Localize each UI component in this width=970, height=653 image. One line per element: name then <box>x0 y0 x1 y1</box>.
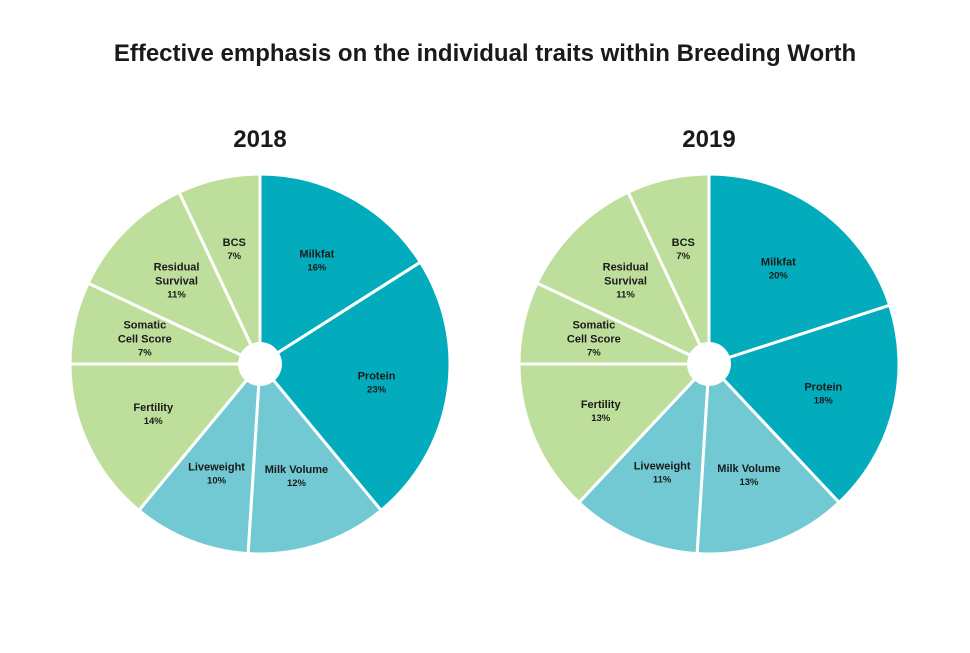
slice-label-fertility: Fertility <box>581 399 622 411</box>
slice-value-liveweight: 10% <box>207 476 227 487</box>
slice-value-residual-survival: 11% <box>616 290 635 301</box>
slice-value-protein: 23% <box>367 384 387 395</box>
pie-slice-milkfat <box>707 172 892 366</box>
pie-slice-protein <box>258 260 452 512</box>
slice-label-residual-survival: Residual Survival <box>603 262 649 288</box>
slice-label-milkfat: Milkfat <box>299 249 334 261</box>
pie-slice-liveweight <box>577 362 711 556</box>
slice-value-milk-volume: 12% <box>287 478 307 489</box>
pie-slice-milk-volume <box>695 362 841 556</box>
slice-label-milk-volume: Milk Volume <box>265 464 328 476</box>
slice-value-fertility: 14% <box>144 416 164 427</box>
pie-slice-fertility <box>68 362 262 512</box>
pie-chart-title: 2018 <box>233 126 286 153</box>
slice-label-somatic-cell-score: Somatic Cell Score <box>567 319 621 345</box>
pie-slice-residual-survival <box>535 190 711 366</box>
pie-slice-bcs <box>177 172 262 366</box>
slice-value-residual-survival: 11% <box>167 290 186 301</box>
slice-value-protein: 18% <box>814 395 834 406</box>
slice-label-somatic-cell-score: Somatic Cell Score <box>118 319 172 345</box>
pie-chart-2018: 2018 Milkfat 16% Protein 23% Milk Volume 12% L… <box>40 110 480 575</box>
slice-label-liveweight: Liveweight <box>634 460 691 472</box>
slice-label-residual-survival: Residual Survival <box>154 262 200 288</box>
pie-slice-milk-volume <box>246 362 383 556</box>
slice-label-protein: Protein <box>804 381 842 393</box>
slice-value-somatic-cell-score: 7% <box>138 347 152 358</box>
pie-slice-liveweight <box>137 362 262 556</box>
slice-value-milkfat: 16% <box>307 263 327 274</box>
slice-label-milk-volume: Milk Volume <box>717 463 780 475</box>
slice-label-liveweight: Liveweight <box>188 462 245 474</box>
slice-label-milkfat: Milkfat <box>761 257 796 269</box>
pie-chart-2019-svg: 2019 Milkfat 20% Protein 18% Milk Volume 13% L… <box>517 126 901 556</box>
pie-chart-2019: 2019 Milkfat 20% Protein 18% Milk Volume 13% L… <box>489 110 929 575</box>
chart-main-title: Effective emphasis on the individual tra… <box>113 40 857 67</box>
slice-value-milk-volume: 13% <box>739 477 759 488</box>
slice-value-liveweight: 11% <box>653 474 672 485</box>
slice-label-bcs: BCS <box>672 237 695 249</box>
slice-value-bcs: 7% <box>676 251 690 262</box>
pie-center-hole <box>238 342 282 386</box>
slice-label-fertility: Fertility <box>133 402 174 414</box>
pie-slice-protein <box>707 303 901 505</box>
pie-chart-title: 2019 <box>682 126 735 153</box>
pie-chart-2018-svg: 2018 Milkfat 16% Protein 23% Milk Volume 12% L… <box>68 126 452 556</box>
slice-label-protein: Protein <box>358 370 396 382</box>
pie-slice-residual-survival <box>86 190 262 366</box>
pie-center-hole <box>687 342 731 386</box>
pie-slice-bcs <box>626 172 711 366</box>
slice-label-bcs: BCS <box>223 237 246 249</box>
slice-value-fertility: 13% <box>591 413 611 424</box>
pie-slice-milkfat <box>258 172 422 366</box>
pie-slice-fertility <box>517 362 711 505</box>
slice-value-milkfat: 20% <box>769 271 789 282</box>
slice-value-somatic-cell-score: 7% <box>587 347 601 358</box>
slice-value-bcs: 7% <box>227 251 241 262</box>
